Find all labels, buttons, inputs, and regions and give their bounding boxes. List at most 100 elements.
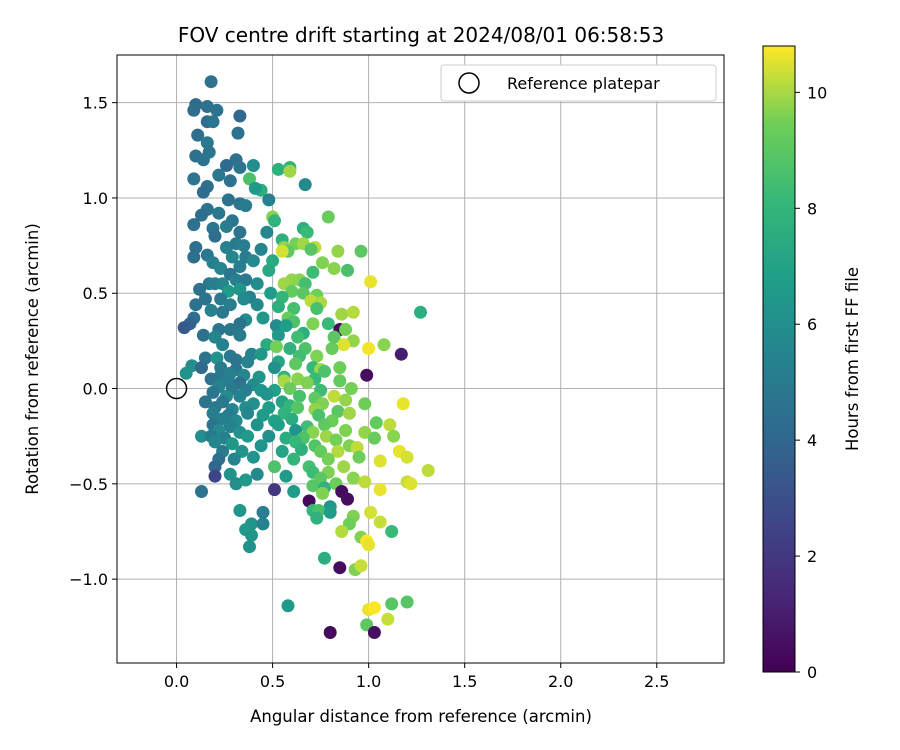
data-point [256, 408, 270, 422]
data-point [225, 437, 239, 451]
colorbar-gradient [762, 45, 796, 673]
data-point [337, 338, 351, 352]
data-point [254, 347, 268, 361]
data-point [195, 361, 208, 375]
data-point [246, 159, 260, 172]
data-point [346, 471, 360, 485]
data-point [179, 366, 193, 380]
colorbar: 0 2 4 6 8 10 Hours from first FF file [762, 45, 862, 682]
data-point [241, 429, 255, 443]
data-point [333, 361, 347, 375]
data-point [323, 626, 337, 639]
data-point [223, 467, 237, 481]
data-point [233, 161, 247, 174]
data-point [318, 364, 331, 378]
data-point [325, 342, 339, 355]
data-point [281, 599, 295, 613]
data-point [250, 467, 264, 481]
data-point [221, 193, 235, 207]
y-axis-label: Rotation from reference (arcmin) [23, 223, 42, 495]
y-tick-label: 0.0 [83, 380, 108, 399]
data-point [237, 239, 251, 253]
data-point [331, 404, 345, 418]
data-point [239, 473, 253, 487]
data-point [358, 475, 372, 489]
chart-title: FOV centre drift starting at 2024/08/01 … [178, 23, 664, 47]
data-point [208, 229, 222, 243]
colorbar-tick-label: 8 [807, 199, 817, 218]
data-point [193, 282, 207, 296]
data-point [195, 208, 208, 222]
data-point [306, 479, 320, 493]
data-point [271, 162, 285, 176]
data-point [400, 450, 414, 464]
data-point [233, 317, 247, 331]
colorbar-ticks: 0 2 4 6 8 10 [795, 83, 827, 682]
data-point [316, 486, 329, 500]
data-point [331, 444, 345, 458]
data-point [187, 250, 201, 264]
data-point [279, 469, 293, 483]
data-point [233, 328, 247, 342]
data-point [196, 328, 210, 342]
data-point [291, 330, 305, 344]
data-point [189, 298, 203, 312]
legend-marker-icon [458, 72, 480, 94]
data-point [260, 225, 274, 239]
data-point [268, 214, 281, 228]
data-point [339, 323, 353, 336]
data-point [421, 464, 435, 477]
data-point [256, 517, 270, 531]
y-tick-label: 1.0 [83, 189, 108, 208]
data-point [250, 277, 264, 291]
data-point [346, 305, 360, 319]
data-point [287, 485, 301, 498]
data-point [344, 382, 358, 395]
data-point [289, 357, 303, 371]
data-point [268, 460, 281, 474]
data-point [287, 302, 301, 315]
data-point [404, 477, 418, 491]
data-point [177, 321, 191, 335]
data-points [177, 75, 435, 639]
data-point [271, 418, 285, 432]
data-point [241, 355, 255, 369]
data-point [260, 387, 274, 401]
data-point [227, 452, 241, 466]
x-tick-label: 2.0 [548, 672, 573, 691]
data-point [233, 109, 247, 123]
data-point [212, 206, 226, 220]
data-point [206, 385, 220, 399]
y-tick-label: −0.5 [69, 475, 108, 494]
data-point [195, 429, 208, 443]
data-point [335, 307, 349, 321]
data-point [269, 340, 283, 354]
data-point [187, 172, 201, 186]
data-point [291, 401, 305, 415]
y-tick-label: −1.0 [69, 570, 108, 589]
data-point [271, 328, 285, 342]
data-point [306, 425, 320, 439]
reference-platepar-marker [165, 377, 188, 400]
y-axis-ticks: −1.0 −0.5 0.0 0.5 1.0 1.5 [69, 94, 117, 589]
data-point [341, 492, 354, 506]
data-point [385, 525, 399, 538]
data-point [225, 250, 239, 264]
data-point [358, 425, 372, 439]
data-point [243, 172, 256, 186]
data-point [223, 323, 237, 336]
data-point [204, 303, 218, 317]
data-point [400, 595, 414, 609]
data-point [212, 168, 226, 182]
data-point [262, 263, 276, 277]
data-point [318, 551, 331, 565]
data-point [321, 452, 335, 466]
x-tick-label: 1.5 [452, 672, 477, 691]
data-point [360, 368, 374, 382]
data-point [220, 220, 233, 233]
data-point [327, 330, 341, 344]
data-point [254, 242, 268, 256]
data-point [187, 218, 201, 232]
data-point [233, 504, 247, 517]
data-point [231, 126, 245, 140]
